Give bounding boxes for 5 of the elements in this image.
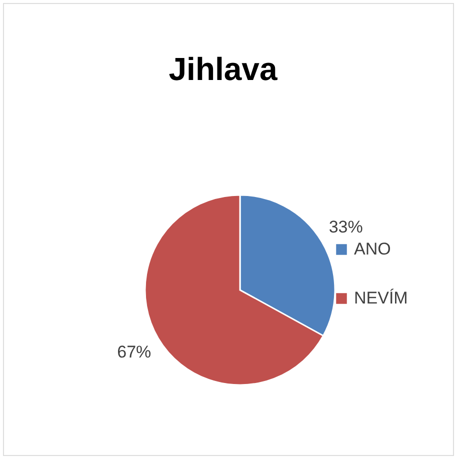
legend-label: ANO [354, 240, 391, 258]
chart-title: Jihlava [168, 51, 278, 87]
data-label: 33% [328, 217, 363, 236]
data-label: 67% [117, 342, 152, 362]
legend-label: NEVÍM [354, 288, 408, 308]
